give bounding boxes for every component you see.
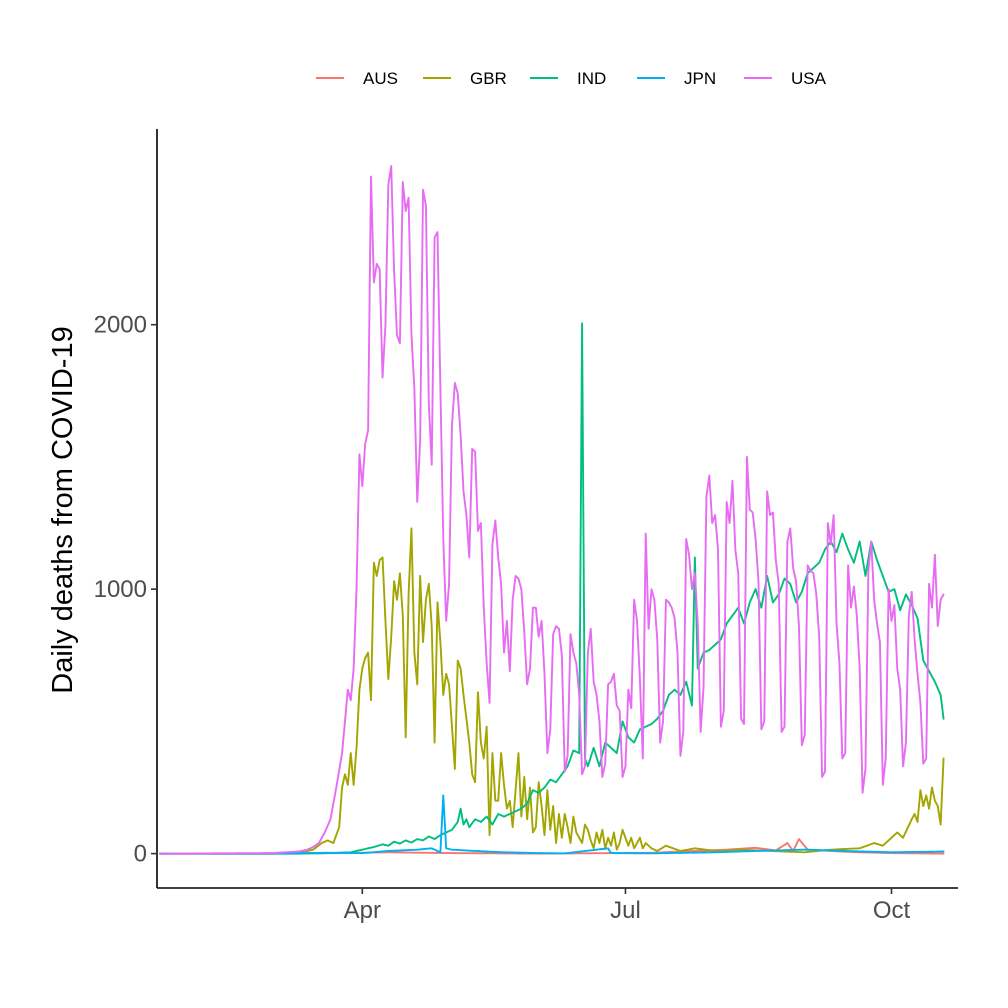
series-line-jpn [158,794,945,855]
legend-label-usa: USA [791,69,827,88]
legend-label-ind: IND [577,69,606,88]
legend-label-jpn: JPN [684,69,716,88]
y-tick-label: 1000 [94,576,147,603]
series-line-aus [158,838,945,855]
x-tick-label: Apr [344,897,381,924]
x-tick-label: Oct [873,897,911,924]
legend-label-gbr: GBR [470,69,507,88]
chart-legend: AUS GBR IND JPN USA [316,69,827,88]
series-line-ind [158,322,945,855]
axes [156,129,958,889]
series-line-usa [158,165,945,855]
legend-label-aus: AUS [363,69,398,88]
y-tick-label: 2000 [94,312,147,339]
series-layer [158,165,945,855]
x-tick-label: Jul [610,897,641,924]
y-tick-label: 0 [134,841,147,868]
y-ticks: 0 1000 2000 [94,312,157,868]
y-axis-title: Daily deaths from COVID-19 [47,326,79,693]
x-ticks: Apr Jul Oct [344,888,911,924]
